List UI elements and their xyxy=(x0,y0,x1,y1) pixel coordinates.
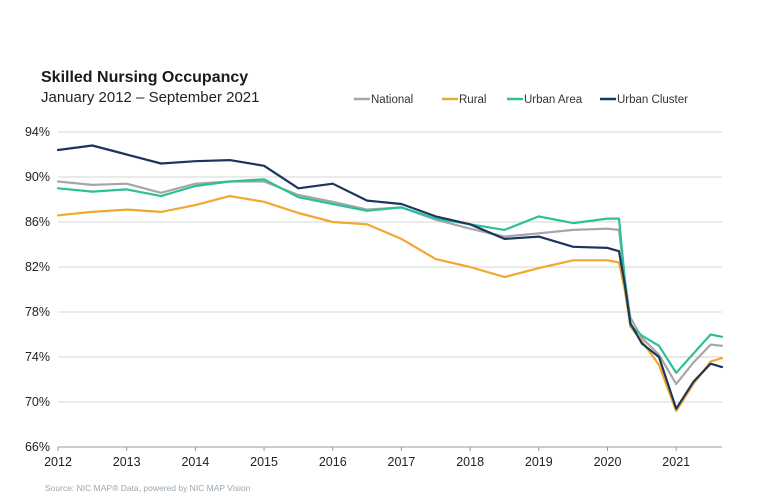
series-line-urban-cluster xyxy=(56,144,724,410)
source-note: Source: NIC MAP® Data, powered by NIC MA… xyxy=(45,483,251,493)
x-tick-label: 2012 xyxy=(44,455,72,469)
y-tick-label: 70% xyxy=(25,395,50,409)
legend-label: Rural xyxy=(459,94,486,106)
y-tick-label: 74% xyxy=(25,350,50,364)
y-tick-label: 78% xyxy=(25,305,50,319)
legend: National Rural Urban Area Urban Cluster xyxy=(354,94,688,106)
y-tick-label: 66% xyxy=(25,440,50,454)
legend-label: Urban Cluster xyxy=(617,94,688,106)
legend-label: National xyxy=(371,94,413,106)
y-tick-label: 94% xyxy=(25,125,50,139)
x-tick-label: 2015 xyxy=(250,455,278,469)
y-tick-label: 82% xyxy=(25,260,50,274)
x-tick-label: 2020 xyxy=(594,455,622,469)
x-tick-label: 2016 xyxy=(319,455,347,469)
series-line-rural xyxy=(56,195,724,413)
x-tick-label: 2013 xyxy=(113,455,141,469)
series-line-urban-area xyxy=(56,178,724,374)
series-lines xyxy=(56,144,724,413)
y-tick-label: 90% xyxy=(25,170,50,184)
legend-label: Urban Area xyxy=(524,94,583,106)
gridlines xyxy=(58,131,722,448)
y-axis: 94% 90% 86% 82% 78% 74% 70% 66% xyxy=(25,125,50,454)
x-tick-label: 2017 xyxy=(388,455,416,469)
x-tick-label: 2018 xyxy=(456,455,484,469)
x-tick-label: 2014 xyxy=(181,455,209,469)
chart-title: Skilled Nursing Occupancy xyxy=(41,69,248,86)
x-axis: 2012 2013 2014 2015 2016 2017 2018 2019 2020 2021 xyxy=(44,447,690,469)
x-tick-label: 2019 xyxy=(525,455,553,469)
y-tick-label: 86% xyxy=(25,215,50,229)
x-tick-label: 2021 xyxy=(662,455,690,469)
chart-subtitle: January 2012 – September 2021 xyxy=(41,89,260,106)
